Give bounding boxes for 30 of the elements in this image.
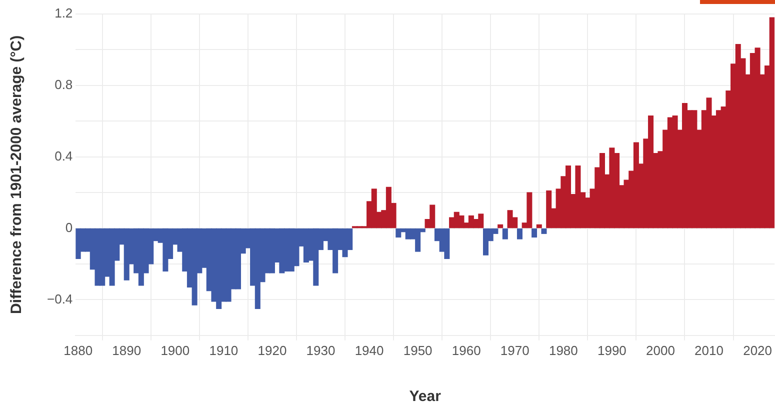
bar	[532, 228, 538, 238]
x-tick-label: 1950	[403, 342, 432, 358]
y-axis-title: Difference from 1901-2000 average (°C)	[8, 35, 26, 314]
bar	[498, 224, 504, 228]
x-tick-label: 2000	[646, 342, 675, 358]
x-tick-label: 2020	[743, 342, 772, 358]
bar	[536, 224, 542, 228]
y-tick-label: −0.4	[46, 291, 73, 306]
x-tick-label: 1900	[160, 342, 190, 358]
y-tick-label: 0	[65, 220, 73, 235]
x-tick-label: 1890	[112, 342, 142, 358]
y-tick-label: 0.8	[54, 77, 73, 92]
x-tick-label: 1940	[354, 342, 384, 358]
y-tick-label: 0.4	[54, 148, 73, 164]
x-axis-title: Year	[409, 388, 442, 406]
bar	[516, 228, 522, 240]
bar	[541, 228, 547, 234]
x-tick-label: 1980	[548, 342, 578, 358]
x-tick-label: 1880	[64, 342, 93, 358]
x-tick-label: 1930	[306, 342, 336, 358]
bar	[502, 228, 508, 240]
bar	[546, 190, 552, 228]
x-tick-label: 1990	[597, 342, 626, 358]
bar	[396, 228, 402, 238]
x-tick-label: 2010	[694, 342, 724, 358]
y-tick-label: 1.2	[54, 6, 73, 21]
x-tick-label: 1920	[258, 342, 287, 358]
x-tick-label: 1970	[500, 342, 530, 358]
x-tick-label: 1910	[209, 342, 238, 358]
x-tick-label: 1960	[452, 342, 481, 358]
